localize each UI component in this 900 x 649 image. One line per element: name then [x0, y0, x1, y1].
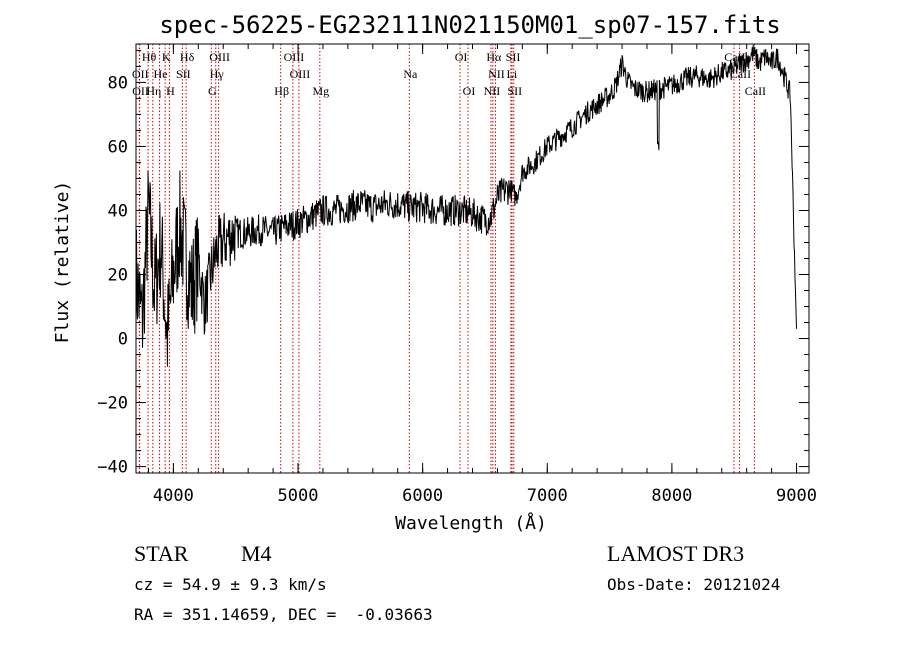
spectral-line-label: Li [507, 67, 518, 81]
y-tick-label: 0 [118, 330, 128, 350]
y-axis-ticks: −40 −20 0 20 40 60 80 [97, 49, 809, 478]
redshift-cz: cz = 54.9 ± 9.3 km/s [134, 575, 327, 594]
plot-frame [135, 43, 810, 474]
spectral-line-label: Hβ [274, 84, 289, 98]
spectral-line-label: SII [506, 50, 521, 64]
spectral-line-label: CaII [745, 84, 766, 98]
spectral-line-label: OI [463, 84, 476, 98]
spectral-line-label: Na [403, 67, 418, 81]
y-tick-label: 80 [108, 73, 128, 93]
y-tick-label: −40 [97, 458, 128, 478]
y-tick-label: 20 [108, 266, 128, 286]
object-subclass: M4 [241, 541, 272, 566]
spectral-line-label: Hα [486, 50, 502, 64]
x-tick-label: 7000 [527, 486, 568, 506]
x-axis-label: Wavelength (Å) [395, 512, 547, 534]
x-tick-label: 8000 [651, 486, 692, 506]
spectral-line-label: NII [488, 67, 505, 81]
chart-title: spec-56225-EG232111N021150M01_sp07-157.f… [159, 11, 780, 39]
x-axis-ticks: 4000 5000 6000 7000 8000 9000 [147, 44, 817, 506]
spectrum-line [135, 44, 797, 367]
spectral-line-label: Hη [146, 84, 161, 98]
spectral-line-label: G [208, 84, 217, 98]
spectral-line-markers [138, 44, 755, 473]
survey-label: LAMOST DR3 [607, 541, 744, 566]
spectral-line-label: H [166, 84, 175, 98]
y-tick-label: 40 [108, 201, 128, 221]
spectral-line-label: He [154, 67, 168, 81]
spectral-line-label: SII [507, 84, 522, 98]
spectral-line-label: NII [484, 84, 501, 98]
spectral-line-label: K [162, 50, 171, 64]
spectral-line-label: OIII [290, 67, 311, 81]
x-tick-label: 5000 [278, 486, 319, 506]
y-tick-label: 60 [108, 137, 128, 157]
y-tick-label: −20 [97, 394, 128, 414]
spectral-line-label: OIII [284, 50, 305, 64]
coordinates: RA = 351.14659, DEC = -0.03663 [134, 605, 433, 624]
spectrum-series [135, 44, 797, 367]
y-axis-label: Flux (relative) [52, 181, 73, 344]
spectral-line-label: OII [132, 67, 149, 81]
x-tick-label: 4000 [153, 486, 194, 506]
spectral-line-label: OI [455, 50, 468, 64]
spectral-line-label: Hγ [210, 67, 225, 81]
obs-date: Obs-Date: 20121024 [607, 575, 780, 594]
object-class: STAR [134, 541, 189, 566]
spectral-line-label: SII [176, 67, 191, 81]
spectral-line-label: Mg [312, 84, 329, 98]
spectral-line-label: Hθ [142, 50, 157, 64]
spectral-line-labels: Hθ K Hδ OIII OIII OI Hα SII CaII OII He SII Hγ OIII Na… [132, 50, 766, 98]
spectral-line-label: OIII [209, 50, 230, 64]
spectral-line-label: Hδ [180, 50, 195, 64]
x-tick-label: 9000 [776, 486, 817, 506]
x-tick-label: 6000 [402, 486, 443, 506]
